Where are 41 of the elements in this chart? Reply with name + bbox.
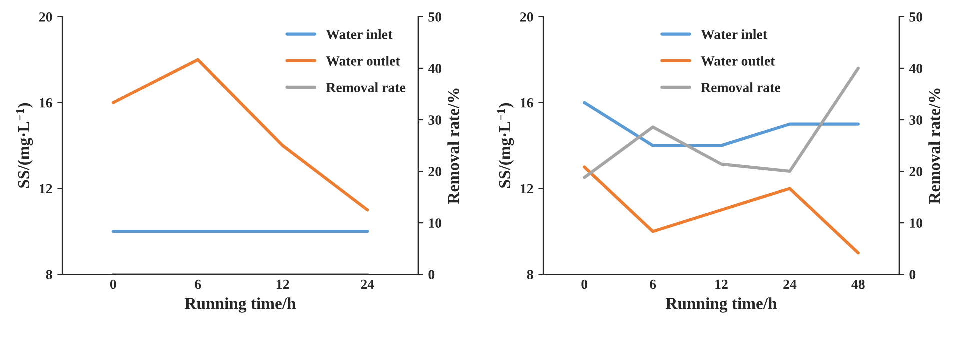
y2-tick-label: 10 — [429, 218, 442, 228]
y2-axis-title: Removal rate/% — [448, 88, 460, 204]
y2-tick-label: 20 — [428, 167, 442, 176]
y2-tick-label: 30 — [910, 116, 923, 125]
y-tick-label: 12 — [521, 184, 534, 194]
x-tick-label: 12 — [716, 280, 728, 290]
y2-axis-title: Removal rate/% — [928, 88, 940, 204]
x-tick-label: 48 — [852, 280, 865, 290]
y2-tick-label: 30 — [428, 116, 442, 125]
x-axis-title: Running time/h — [184, 298, 296, 313]
legend-label: Water outlet — [326, 56, 400, 66]
y2-tick-label: 40 — [909, 64, 923, 74]
y-tick-label: 12 — [40, 184, 52, 194]
x-tick-label: 6 — [195, 280, 202, 290]
y2-tick-label: 0 — [910, 270, 916, 280]
y2-tick-label: 0 — [428, 270, 435, 280]
y-axis-title: SS/(mg·L$^{−1}$) — [16, 103, 34, 188]
y2-tick-label: 50 — [910, 12, 923, 22]
y2-tick-label: 40 — [428, 64, 442, 74]
y-tick-label: 8 — [527, 270, 534, 280]
y2-tick-label: 50 — [428, 12, 442, 22]
x-tick-label: 6 — [650, 280, 656, 290]
y-tick-label: 16 — [40, 98, 52, 108]
x-tick-label: 0 — [582, 280, 588, 290]
y2-tick-label: 20 — [910, 167, 923, 176]
x-tick-label: 24 — [361, 280, 374, 290]
legend-label: Water inlet — [701, 30, 768, 40]
legend-label: Water inlet — [326, 30, 393, 40]
x-tick-label: 24 — [784, 280, 797, 290]
x-tick-label: 0 — [110, 280, 116, 290]
x-axis-title: Running time/h — [666, 298, 778, 313]
y-tick-label: 8 — [46, 270, 52, 280]
y-tick-label: 20 — [40, 12, 52, 22]
y-tick-label: 16 — [521, 98, 534, 108]
y2-tick-label: 10 — [910, 218, 923, 228]
y-axis-title: SS/(mg·L$^{−1}$) — [497, 103, 514, 188]
legend-label: Water outlet — [701, 56, 776, 66]
x-tick-label: 12 — [277, 280, 290, 290]
legend-label: Removal rate — [701, 82, 780, 92]
legend-label: Removal rate — [326, 82, 406, 92]
y-tick-label: 20 — [520, 12, 534, 22]
